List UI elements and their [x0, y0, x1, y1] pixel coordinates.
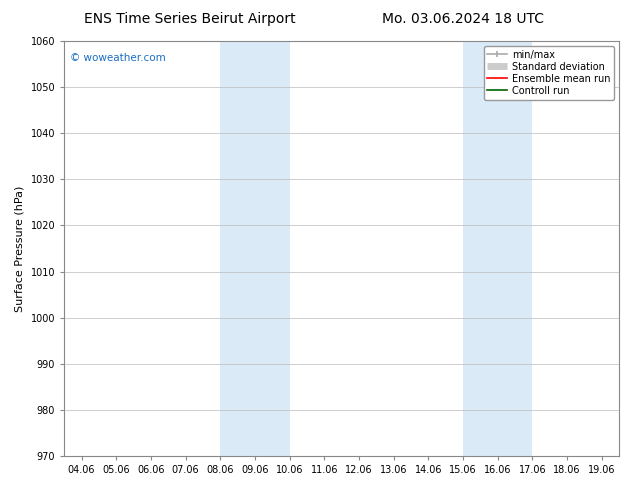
- Legend: min/max, Standard deviation, Ensemble mean run, Controll run: min/max, Standard deviation, Ensemble me…: [484, 46, 614, 99]
- Text: Mo. 03.06.2024 18 UTC: Mo. 03.06.2024 18 UTC: [382, 12, 544, 26]
- Bar: [220, 41, 290, 456]
- Text: © woweather.com: © woweather.com: [70, 53, 165, 64]
- Text: ENS Time Series Beirut Airport: ENS Time Series Beirut Airport: [84, 12, 296, 26]
- Y-axis label: Surface Pressure (hPa): Surface Pressure (hPa): [15, 185, 25, 312]
- Bar: [463, 41, 533, 456]
